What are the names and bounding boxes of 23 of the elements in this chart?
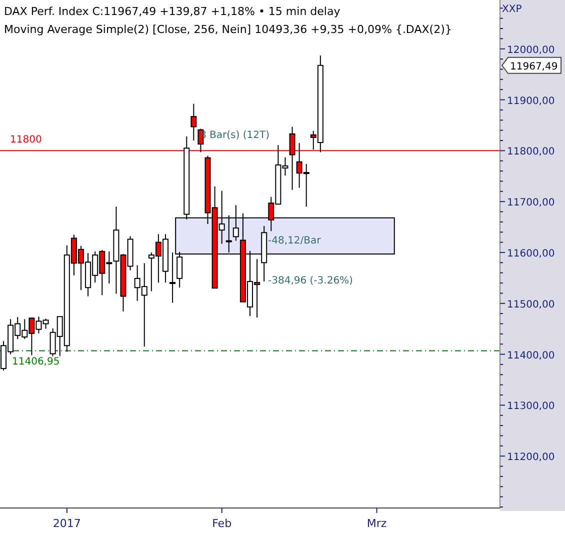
annotation: 8 Bar(s) (12T)	[200, 130, 270, 141]
x-tick-label: 2017	[52, 517, 81, 530]
y-tick-label: 12000,00	[507, 44, 555, 56]
y-tick-label: 11700,00	[507, 198, 555, 209]
text: Moving Average Simple(2) [Close, 256, Nein] 10493,36 +9,35 +0,09% {.DAX(2)}	[4, 23, 452, 36]
text: 11967,49	[510, 61, 558, 72]
ref-line-label: 11800	[10, 134, 42, 146]
y-tick-label: 11200,00	[507, 452, 555, 464]
x-tick-label: Mrz	[366, 517, 387, 530]
y-tick-label: 11800,00	[507, 146, 555, 158]
candlestick	[190, 103, 197, 141]
y-tick-label: 11600,00	[507, 248, 555, 260]
y-tick-label: 11900,00	[507, 96, 555, 107]
text: DAX Perf. Index C:11967,49 +139,87 +1,18% • 15 min delay	[4, 5, 341, 18]
annotation: -384,96 (-3.26%)	[268, 275, 354, 286]
annotation: -48,12/Bar	[268, 236, 322, 247]
y-tick-label: 11300,00	[507, 401, 555, 412]
ref-line-label: 11406,95	[12, 356, 60, 368]
x-tick-label: Feb	[212, 517, 232, 530]
y-tick-label: 11400,00	[507, 350, 555, 362]
y-axis-title: XXP	[502, 4, 522, 15]
candlestick	[170, 252, 176, 304]
y-tick-label: 11500,00	[507, 299, 555, 310]
